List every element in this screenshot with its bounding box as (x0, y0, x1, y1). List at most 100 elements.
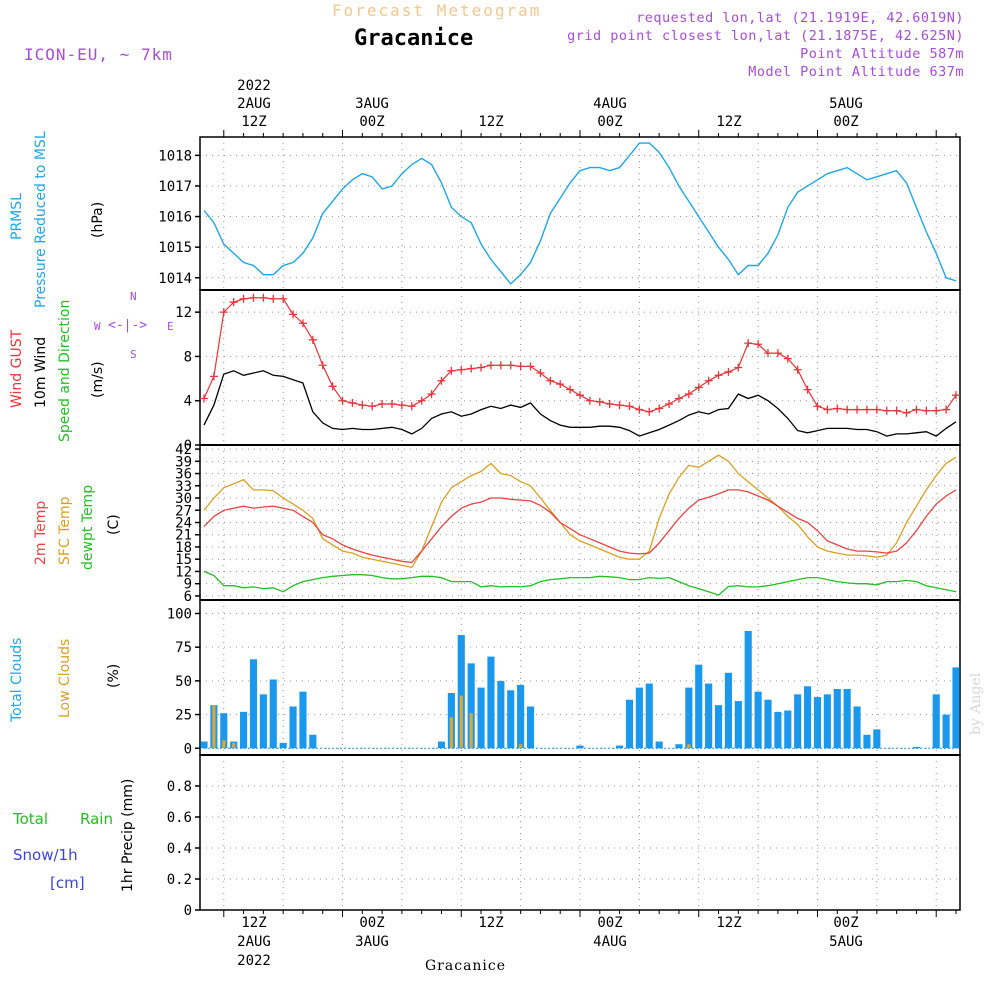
gust-marker (793, 365, 802, 374)
total-cloud-bar (823, 694, 831, 749)
y-tick-label: 1016 (158, 210, 192, 226)
bottom-year-label: 2022 (237, 953, 271, 969)
total-cloud-bar (259, 694, 267, 749)
total-cloud-bar (645, 683, 653, 749)
bottom-day-label: 3AUG (355, 934, 389, 950)
gust-marker (219, 308, 228, 317)
total-cloud-bar (477, 687, 485, 749)
gust-marker (595, 397, 604, 406)
gust-marker (635, 405, 644, 414)
gust-marker (308, 335, 317, 344)
total-cloud-bar (813, 697, 822, 749)
y-tick-label: 4 (184, 394, 192, 410)
gust-marker (942, 405, 951, 414)
top-day-label: 3AUG (355, 96, 389, 112)
gust-marker (645, 407, 654, 416)
panel-frame (199, 754, 961, 911)
gust-marker (397, 401, 406, 410)
total-cloud-bar (784, 710, 792, 749)
gust-marker (655, 404, 664, 413)
total-cloud-bar (853, 706, 861, 749)
total-cloud-bar (200, 741, 208, 749)
y-tick-label: 18 (175, 540, 192, 556)
bottom-hour-label: 00Z (359, 915, 385, 931)
model-name: ICON-EU, ~ 7km (24, 45, 173, 64)
gust-marker (348, 398, 357, 407)
low-cloud-bar (212, 705, 216, 749)
total-cloud-bar (487, 656, 495, 749)
y-tick-label: 100 (167, 606, 192, 622)
gust-marker (447, 366, 456, 375)
wind10m-line (203, 370, 957, 437)
gust-marker (496, 361, 505, 370)
gust-marker (516, 362, 525, 371)
gust-marker (754, 340, 763, 349)
gust-marker (704, 376, 713, 385)
y-tick-label: 33 (175, 479, 192, 495)
gust-marker (378, 400, 387, 409)
total-cloud-bar (912, 746, 920, 749)
y-tick-label: 0 (184, 741, 192, 757)
precip-total-label: Total (13, 810, 49, 828)
y-tick-label: 39 (175, 454, 192, 470)
gust-marker (407, 402, 416, 411)
y-tick-label: 8 (184, 349, 192, 365)
top-hour-label: 00Z (833, 114, 859, 130)
temp2m-line (203, 489, 957, 564)
total-cloud-bar (873, 729, 881, 749)
total-cloud-bar (625, 699, 634, 749)
compass-north: N (130, 290, 137, 303)
y-tick-label: 1014 (158, 271, 192, 287)
total-cloud-bar (804, 686, 812, 749)
gust-marker (249, 293, 258, 302)
total-cloud-bar (942, 714, 950, 749)
total-cloud-bar (507, 690, 515, 749)
bottom-day-label: 5AUG (829, 934, 863, 950)
panel-frame (199, 289, 961, 446)
total-cloud-bar (932, 694, 940, 749)
gust-marker (585, 396, 594, 405)
low-cloud-bar (459, 695, 463, 749)
y-tick-label: 1017 (158, 179, 192, 195)
gust-marker (546, 376, 555, 385)
gust-marker (892, 406, 901, 415)
y-tick-label: 6 (184, 589, 192, 605)
total-cloud-bar (517, 684, 525, 749)
total-cloud-bar (616, 745, 624, 749)
total-cloud-bar (497, 680, 505, 749)
gust-marker (358, 401, 367, 410)
total-cloud-bar (952, 667, 960, 749)
gust-marker (229, 298, 238, 307)
pressure-line (203, 142, 957, 285)
top-day-label: 2AUG (237, 96, 271, 112)
gust-marker (684, 390, 693, 399)
bottom-location: Gracanice (425, 958, 507, 974)
gust-marker (674, 394, 683, 403)
y-tick-label: 0.4 (167, 841, 192, 857)
total-cloud-bar (289, 706, 297, 749)
dewpt-line (203, 570, 957, 596)
y-tick-label: 0 (184, 438, 192, 454)
bottom-hour-label: 00Z (833, 915, 859, 931)
gust-marker (744, 339, 753, 348)
gust-marker (932, 406, 941, 415)
gust-marker (209, 372, 218, 381)
gust-marker (952, 391, 960, 400)
y-tick-label: 0 (184, 903, 192, 919)
y-tick-label: 21 (175, 528, 192, 544)
total-cloud-bar (754, 691, 762, 749)
gust-marker (724, 367, 733, 376)
gust-marker (417, 396, 426, 405)
total-cloud-bar (269, 679, 277, 749)
gust-marker (833, 404, 842, 413)
top-hour-label: 00Z (597, 114, 623, 130)
gust-marker (279, 294, 288, 303)
y-tick-label: 50 (175, 674, 192, 690)
grid-point-coords: grid point closest lon,lat (21.1875E, 42… (567, 28, 964, 44)
total-cloud-bar (299, 691, 307, 749)
gust-marker (783, 354, 792, 363)
total-cloud-bar (863, 734, 871, 749)
total-cloud-bar (734, 701, 742, 749)
gust-marker (457, 365, 466, 374)
gust-marker (576, 391, 584, 400)
